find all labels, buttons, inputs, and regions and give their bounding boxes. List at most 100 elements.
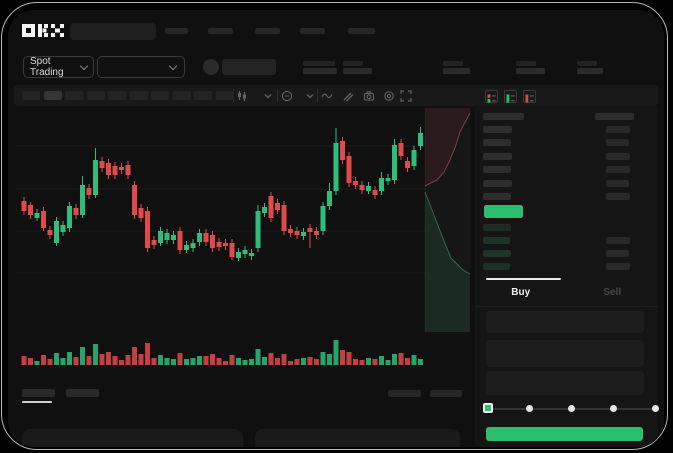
order-amount-field[interactable] bbox=[486, 340, 644, 367]
order-book-ask-row[interactable] bbox=[475, 165, 658, 175]
bottom-action-placeholder[interactable] bbox=[430, 390, 462, 397]
ask-amount-bar bbox=[606, 139, 629, 147]
bid-price-bar bbox=[483, 237, 510, 244]
pair-avatar bbox=[203, 59, 219, 75]
timeframe-button[interactable] bbox=[129, 91, 148, 100]
stat-value-placeholder bbox=[577, 68, 603, 74]
order-price-field[interactable] bbox=[486, 311, 644, 333]
nav-item-placeholder[interactable] bbox=[255, 28, 280, 34]
order-book-bid-row[interactable] bbox=[475, 249, 658, 259]
stat-label-placeholder bbox=[516, 61, 536, 66]
nav-item-placeholder[interactable] bbox=[165, 28, 188, 34]
bid-amount-bar bbox=[606, 250, 629, 257]
bottom-tab-indicator bbox=[22, 401, 52, 403]
trade-tabs: Buy Sell bbox=[475, 278, 658, 307]
timeframe-button[interactable] bbox=[194, 91, 212, 100]
market-type-label: Spot Trading bbox=[30, 56, 64, 78]
tab-sell[interactable]: Sell bbox=[603, 286, 622, 298]
stat-value-placeholder bbox=[516, 68, 545, 74]
slider-stop[interactable] bbox=[568, 404, 575, 412]
timeframe-button[interactable] bbox=[43, 91, 62, 100]
ask-amount-bar bbox=[606, 166, 630, 174]
nav-item-placeholder[interactable] bbox=[208, 28, 233, 34]
timeframe-button[interactable] bbox=[22, 91, 40, 100]
stat-value-placeholder bbox=[343, 68, 372, 74]
bid-amount-bar bbox=[606, 263, 630, 270]
orderbook-view-both-icon[interactable] bbox=[485, 90, 498, 103]
order-book-ask-row[interactable] bbox=[475, 138, 658, 148]
tab-buy-label: Buy bbox=[511, 286, 531, 298]
candle-style-icon[interactable] bbox=[236, 90, 248, 102]
stat-value-placeholder bbox=[443, 68, 470, 74]
chevron-down-icon[interactable] bbox=[263, 92, 275, 104]
nav-item-placeholder[interactable] bbox=[348, 28, 375, 34]
slider-handle[interactable] bbox=[483, 403, 493, 413]
bottom-tab[interactable] bbox=[66, 389, 99, 397]
stat-value-placeholder bbox=[303, 68, 337, 74]
timeframe-button[interactable] bbox=[151, 91, 169, 100]
timeframe-button[interactable] bbox=[215, 91, 234, 100]
amount-slider[interactable] bbox=[475, 400, 659, 418]
order-book-bid-row[interactable] bbox=[475, 236, 658, 246]
ask-amount-bar bbox=[606, 193, 630, 200]
bid-price-bar bbox=[483, 250, 511, 257]
order-book-ask-row[interactable] bbox=[475, 125, 658, 135]
bottom-tab[interactable] bbox=[22, 389, 55, 397]
orderbook-view-bids-icon[interactable] bbox=[504, 90, 517, 103]
camera-snapshot-icon[interactable] bbox=[363, 90, 375, 102]
pair-selector-dropdown[interactable] bbox=[97, 56, 185, 78]
order-book-ask-row[interactable] bbox=[475, 151, 658, 161]
ask-price-bar bbox=[483, 179, 512, 187]
timeframe-button[interactable] bbox=[65, 91, 83, 100]
order-book-bid-row[interactable] bbox=[475, 223, 658, 233]
stat-label-placeholder bbox=[343, 61, 363, 66]
last-price-row[interactable] bbox=[484, 205, 523, 218]
slider-stop[interactable] bbox=[609, 404, 617, 412]
bid-amount-bar bbox=[606, 237, 630, 244]
toolbar-divider bbox=[277, 89, 278, 102]
okx-logo-glyph bbox=[22, 24, 64, 37]
last-price-placeholder bbox=[222, 59, 276, 75]
market-type-selector[interactable]: Spot Trading bbox=[23, 56, 94, 78]
stat-label-placeholder bbox=[303, 61, 335, 66]
slider-stop[interactable] bbox=[651, 404, 659, 412]
draw-pencil-icon[interactable] bbox=[342, 90, 354, 102]
order-book-bid-row[interactable] bbox=[475, 262, 658, 272]
bottom-action-placeholder[interactable] bbox=[388, 390, 421, 397]
toolbar-divider bbox=[233, 89, 234, 102]
ask-price-bar bbox=[483, 166, 511, 174]
toolbar-divider bbox=[317, 89, 318, 102]
slider-stop[interactable] bbox=[526, 404, 534, 412]
app-window: Spot Trading bbox=[8, 10, 664, 447]
order-total-field[interactable] bbox=[486, 371, 644, 395]
buy-submit-button[interactable] bbox=[486, 427, 643, 441]
orderbook-view-asks-icon[interactable] bbox=[523, 90, 536, 103]
order-book-ask-row[interactable] bbox=[475, 178, 658, 188]
settings-gear-icon[interactable] bbox=[383, 90, 395, 102]
bid-price-bar bbox=[483, 224, 511, 231]
global-search-input[interactable] bbox=[70, 23, 156, 40]
bid-price-bar bbox=[483, 263, 510, 270]
ask-amount-bar bbox=[606, 179, 629, 187]
stat-label-placeholder bbox=[443, 61, 463, 66]
ask-price-bar bbox=[483, 126, 512, 133]
bottom-panel bbox=[255, 429, 460, 447]
tab-buy[interactable]: Buy bbox=[475, 278, 567, 306]
fullscreen-icon[interactable] bbox=[400, 90, 412, 102]
timeframe-button[interactable] bbox=[172, 91, 191, 100]
bottom-panel bbox=[22, 429, 243, 447]
price-chart[interactable] bbox=[8, 10, 664, 447]
timeframe-button[interactable] bbox=[86, 91, 105, 100]
orderbook-header-amount bbox=[595, 113, 634, 120]
indicators-icon[interactable] bbox=[281, 90, 293, 102]
stat-label-placeholder bbox=[577, 61, 597, 66]
nav-item-placeholder[interactable] bbox=[300, 28, 325, 34]
chevron-down-icon[interactable] bbox=[305, 92, 317, 104]
okx-logo[interactable] bbox=[22, 23, 64, 38]
ask-price-bar bbox=[483, 193, 511, 200]
order-book-ask-row[interactable] bbox=[475, 192, 658, 202]
timeframe-button[interactable] bbox=[108, 91, 126, 100]
line-tools-icon[interactable] bbox=[321, 90, 333, 102]
